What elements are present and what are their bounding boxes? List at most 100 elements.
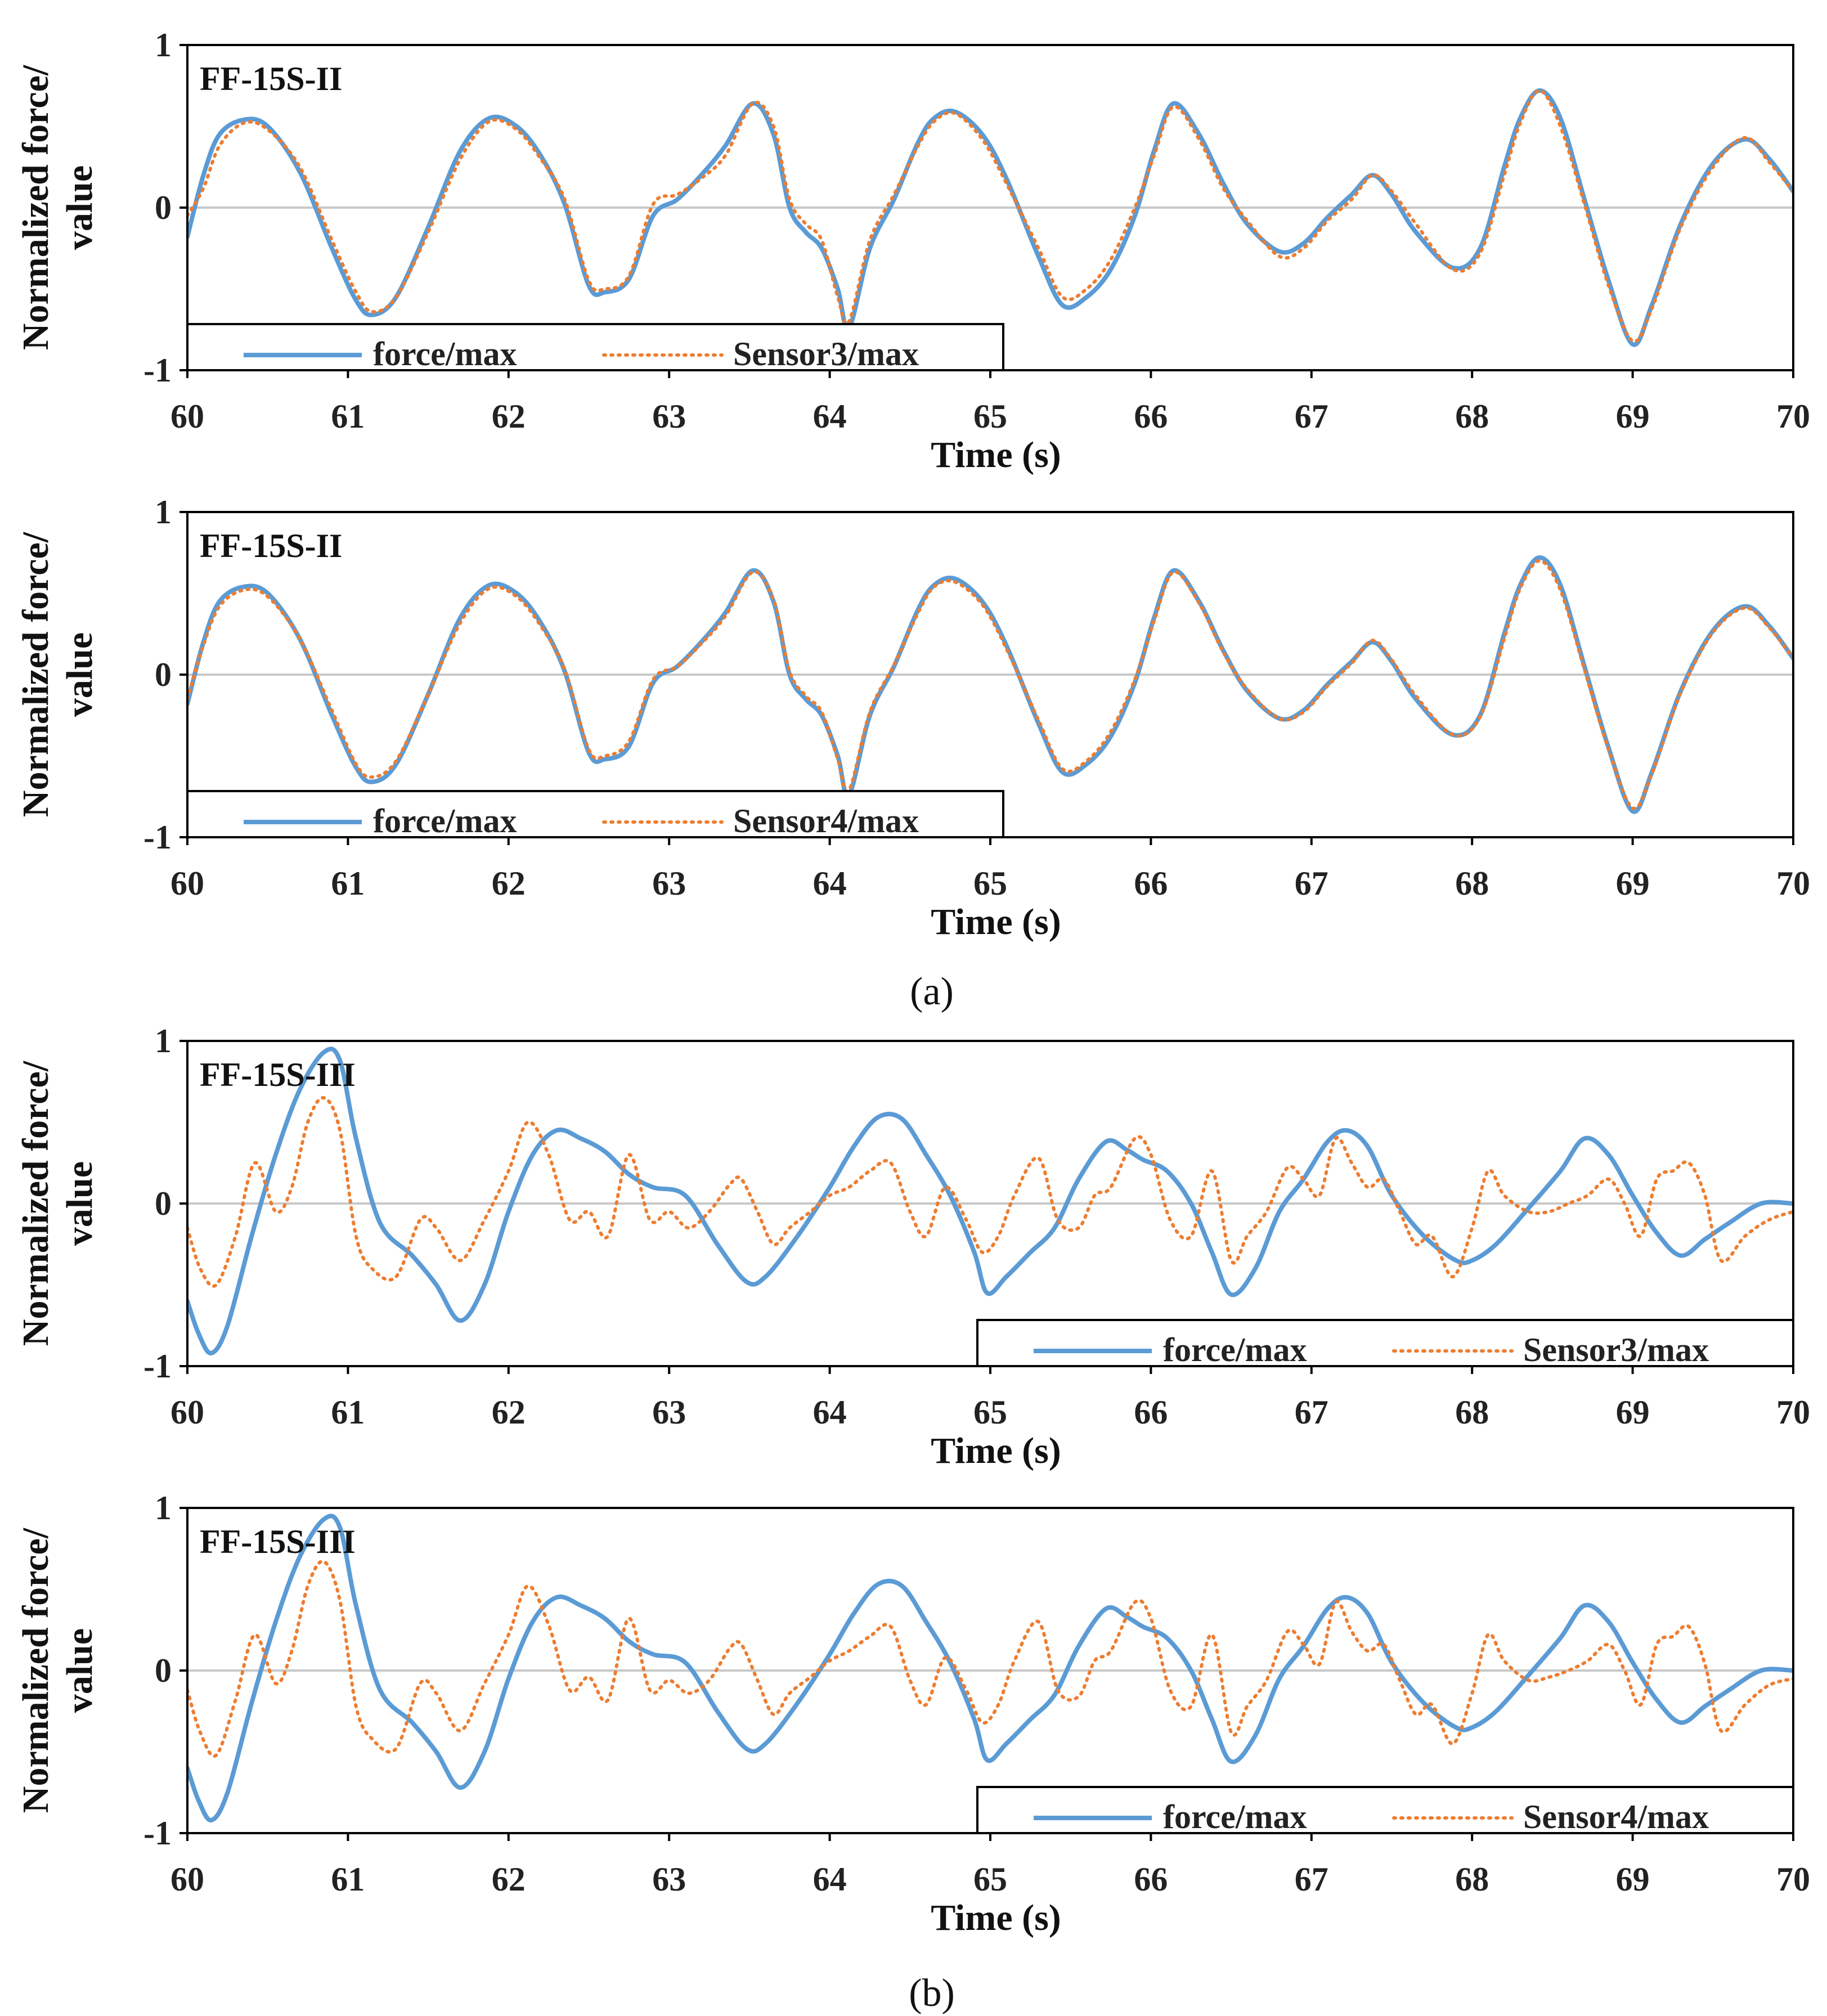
x-tick-label: 66 [1134, 1394, 1168, 1431]
x-tick-label: 63 [652, 398, 686, 435]
y-axis-title: Normalized force/value [15, 64, 100, 350]
x-tick-label: 67 [1295, 865, 1328, 902]
x-tick-label: 68 [1455, 1394, 1489, 1431]
panel-title: FF-15S-III [200, 1523, 356, 1560]
x-tick-label: 70 [1776, 1394, 1810, 1431]
series-group [187, 88, 1793, 347]
legend-label-force: force/max [373, 802, 517, 839]
chart-panel-3: 1 0 -1 60 61 62 63 64 65 66 67 68 69 70 Time (s) Normal… [15, 1022, 1810, 1471]
x-tick-label: 61 [331, 865, 365, 902]
x-tick-label: 60 [170, 398, 204, 435]
x-tick-label: 63 [652, 1861, 686, 1898]
y-axis-title: Normalized force/value [15, 1060, 100, 1346]
y-axis-title: Normalized force/value [15, 1527, 100, 1813]
x-tick-label: 62 [492, 398, 526, 435]
x-tick-label: 70 [1776, 1861, 1810, 1898]
legend-box [186, 323, 1004, 371]
caption-b: (b) [909, 1972, 955, 2015]
x-tick-label: 67 [1295, 1394, 1328, 1431]
x-tick-label: 68 [1455, 1861, 1489, 1898]
x-tick-label: 64 [813, 1394, 847, 1431]
y-tick-label: -1 [143, 1348, 172, 1385]
legend-box [186, 790, 1004, 838]
y-axis-title-line: Normalized force/ [15, 64, 56, 350]
legend-box [976, 1319, 1794, 1367]
y-axis-title-line: Normalized force/ [15, 1527, 56, 1813]
legend-label-force: force/max [373, 335, 517, 372]
x-tick-label: 68 [1455, 398, 1489, 435]
series-line-force-max [187, 555, 1793, 814]
y-tick-label: 0 [155, 189, 172, 226]
x-tick-label: 61 [331, 1394, 365, 1431]
x-tick-label: 62 [492, 865, 526, 902]
y-tick-label: 1 [155, 493, 172, 531]
x-tick-label: 69 [1616, 398, 1650, 435]
y-axis-title-line: value [59, 1161, 100, 1246]
x-tick-label: 60 [170, 1861, 204, 1898]
y-axis-title-line: value [59, 165, 100, 250]
y-axis-title-line: Normalized force/ [15, 531, 56, 817]
x-tick-label: 68 [1455, 865, 1489, 902]
legend-label-sensor: Sensor3/max [733, 335, 919, 372]
y-tick-label: 1 [155, 1022, 172, 1059]
series-line-force-max [187, 1514, 1793, 1822]
y-tick-label: 0 [155, 1185, 172, 1222]
x-tick-label: 66 [1134, 398, 1168, 435]
x-tick-label: 65 [973, 398, 1007, 435]
y-tick-label: -1 [143, 819, 172, 856]
x-tick-label: 65 [973, 1861, 1007, 1898]
x-tick-label: 65 [973, 865, 1007, 902]
chart-panels: 1 0 -1 60 61 62 63 64 65 66 67 68 69 70 Time (s) Normal… [15, 26, 1810, 1938]
y-axis-title-line: value [59, 632, 100, 717]
x-tick-label: 62 [492, 1861, 526, 1898]
y-axis-title-line: Normalized force/ [15, 1060, 56, 1346]
x-tick-label: 61 [331, 1861, 365, 1898]
x-axis-title: Time (s) [931, 1430, 1061, 1471]
series-line-sensor3-max [187, 1096, 1793, 1288]
legend-box [976, 1786, 1794, 1834]
chart-panel-2: 1 0 -1 60 61 62 63 64 65 66 67 68 69 70 Time (s) Normal… [15, 493, 1810, 942]
y-tick-label: 1 [155, 26, 172, 64]
x-tick-label: 69 [1616, 865, 1650, 902]
series-line-force-max [187, 1047, 1793, 1355]
x-axis-title: Time (s) [931, 1897, 1061, 1938]
legend: force/max Sensor3/max [976, 1319, 1794, 1368]
series-group [187, 1047, 1793, 1355]
legend-label-sensor: Sensor3/max [1523, 1331, 1709, 1368]
x-axis-title: Time (s) [931, 901, 1061, 942]
x-tick-label: 60 [170, 1394, 204, 1431]
series-line-force-max [187, 88, 1793, 347]
x-tick-label: 67 [1295, 1861, 1328, 1898]
series-group [187, 1514, 1793, 1822]
legend-label-force: force/max [1163, 1331, 1307, 1368]
x-axis-title: Time (s) [931, 434, 1061, 475]
series-line-sensor3-max [187, 88, 1793, 343]
chart-panel-4: 1 0 -1 60 61 62 63 64 65 66 67 68 69 70 Time (s) Normal… [15, 1489, 1810, 1938]
x-tick-label: 70 [1776, 865, 1810, 902]
y-tick-label: -1 [143, 1815, 172, 1852]
x-tick-label: 61 [331, 398, 365, 435]
x-tick-label: 69 [1616, 1861, 1650, 1898]
caption-a: (a) [910, 970, 954, 1013]
series-line-sensor4-max [187, 559, 1793, 810]
x-tick-label: 60 [170, 865, 204, 902]
legend-label-sensor: Sensor4/max [1523, 1798, 1709, 1835]
x-tick-label: 70 [1776, 398, 1810, 435]
legend: force/max Sensor3/max [186, 323, 1004, 372]
y-tick-label: 0 [155, 656, 172, 693]
y-tick-label: -1 [143, 352, 172, 389]
x-tick-label: 64 [813, 398, 847, 435]
legend-label-force: force/max [1163, 1798, 1307, 1835]
x-tick-label: 62 [492, 1394, 526, 1431]
series-group [187, 555, 1793, 814]
y-axis-title-line: value [59, 1628, 100, 1713]
panel-title: FF-15S-II [200, 527, 342, 564]
x-tick-label: 64 [813, 865, 847, 902]
chart-panel-1: 1 0 -1 60 61 62 63 64 65 66 67 68 69 70 Time (s) Normal… [15, 26, 1810, 475]
panel-title: FF-15S-II [200, 60, 342, 97]
legend-label-sensor: Sensor4/max [733, 802, 919, 839]
y-tick-label: 0 [155, 1652, 172, 1689]
x-tick-label: 66 [1134, 1861, 1168, 1898]
legend: force/max Sensor4/max [186, 790, 1004, 839]
x-tick-label: 67 [1295, 398, 1328, 435]
